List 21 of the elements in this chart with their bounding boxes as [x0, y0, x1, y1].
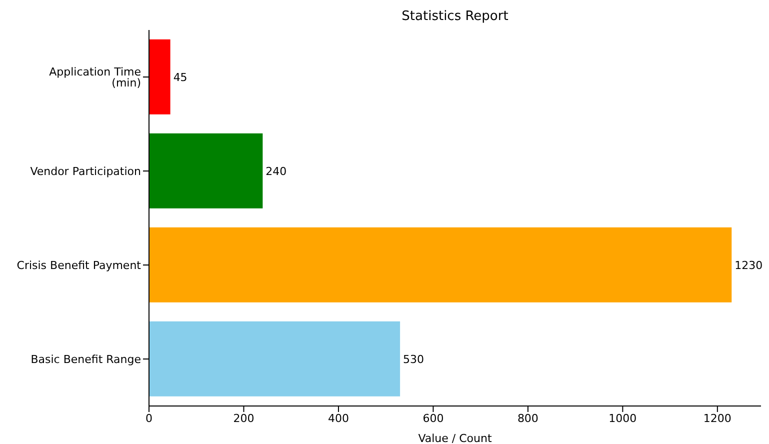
y-tick-label: Basic Benefit Range: [30, 352, 142, 366]
x-tick-label: 1000: [608, 412, 637, 425]
bar: [149, 39, 170, 114]
y-tick-label: Application Time (min): [49, 65, 142, 90]
x-tick-label: 1200: [703, 412, 732, 425]
data-label: 530: [403, 352, 424, 366]
y-tick-label: Vendor Participation: [30, 164, 142, 178]
data-label: 1230: [734, 258, 763, 272]
data-label: 45: [173, 70, 188, 84]
bar: [149, 321, 400, 396]
x-axis-title: Value / Count: [418, 432, 492, 444]
bar: [149, 133, 263, 208]
x-tick-label: 800: [517, 412, 538, 425]
y-tick-label: Crisis Benefit Payment: [16, 258, 142, 272]
x-tick-label: 600: [422, 412, 444, 425]
x-tick-label: 200: [233, 412, 254, 425]
chart-title: Statistics Report: [400, 9, 510, 24]
x-tick-label: 0: [146, 412, 152, 425]
bar: [149, 227, 732, 302]
data-label: 240: [266, 164, 287, 178]
x-tick-label: 400: [328, 412, 349, 425]
